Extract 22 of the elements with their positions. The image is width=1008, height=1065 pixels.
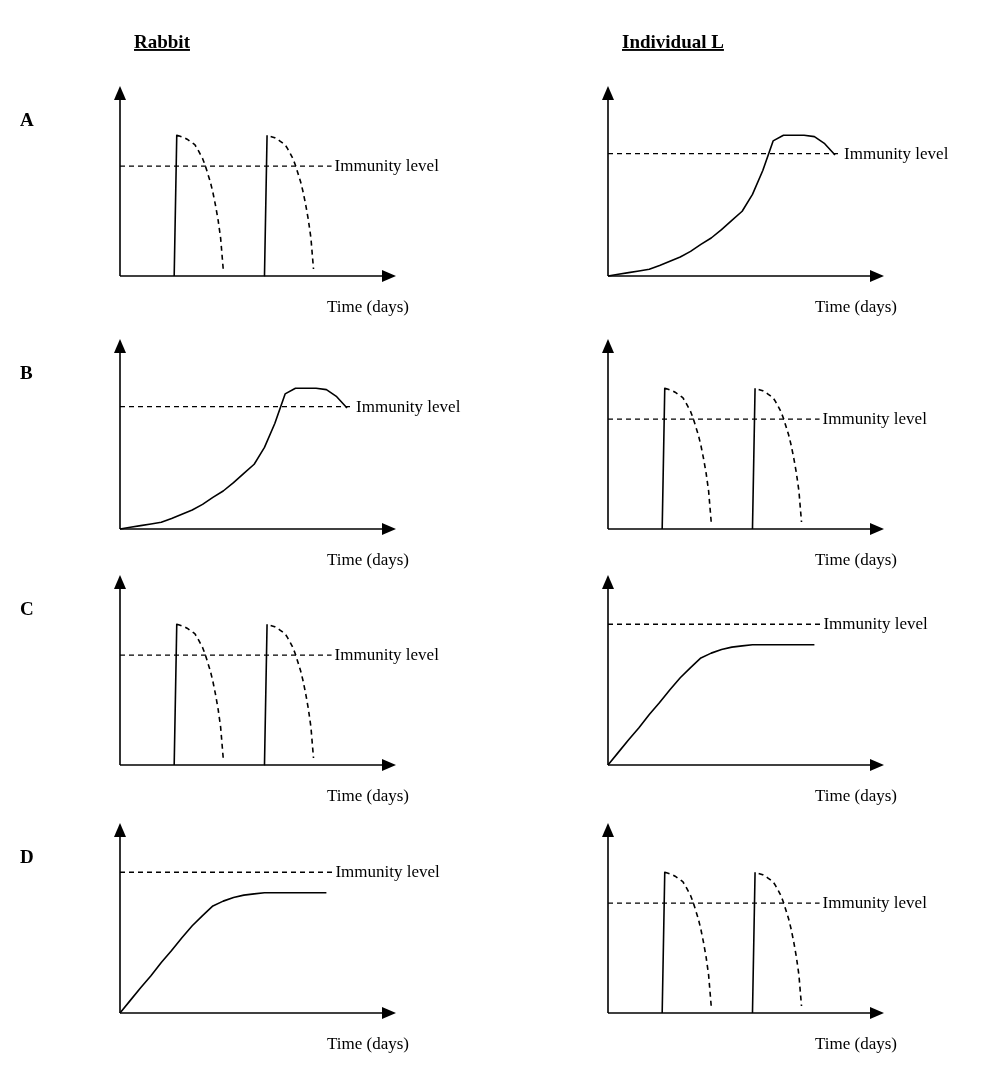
chart-title: Individual L xyxy=(622,31,724,52)
ref-line-label: Immunity level xyxy=(334,156,440,176)
x-axis-title: Time (days) xyxy=(814,550,898,569)
x-axis-title: Time (days) xyxy=(814,1034,898,1053)
ref-line-label: Immunity level xyxy=(823,614,929,634)
x-axis-title: Time (days) xyxy=(326,1034,410,1053)
ref-line-label: Immunity level xyxy=(844,143,949,163)
x-axis-title: Time (days) xyxy=(326,550,410,569)
ref-line-label: Immunity level xyxy=(334,645,440,665)
text: D xyxy=(20,846,34,867)
text: C xyxy=(20,598,34,619)
ref-line-label: Immunity level xyxy=(335,862,441,882)
ref-line-label: Immunity level xyxy=(822,893,928,913)
x-axis-title: Time (days) xyxy=(814,786,898,805)
ref-line-label: Immunity level xyxy=(356,396,461,416)
text: A xyxy=(20,109,34,130)
x-axis-title: Time (days) xyxy=(326,297,410,316)
chart-title: Rabbit xyxy=(134,31,191,52)
ref-line-label: Immunity level xyxy=(822,409,928,429)
x-axis-title: Time (days) xyxy=(814,297,898,316)
text: B xyxy=(20,362,33,383)
x-axis-title: Time (days) xyxy=(326,786,410,805)
